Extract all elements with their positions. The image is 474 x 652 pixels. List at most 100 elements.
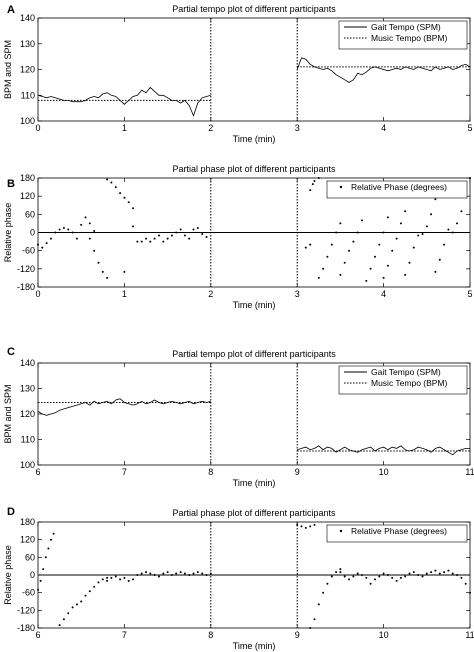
phase-point <box>106 276 109 279</box>
phase-point <box>365 576 368 579</box>
x-tick-label: 1 <box>122 123 127 133</box>
x-tick-label: 0 <box>35 289 40 299</box>
x-tick-label: 7 <box>122 630 127 640</box>
phase-point <box>313 180 316 182</box>
phase-point <box>460 210 463 213</box>
phase-point <box>317 603 320 606</box>
y-tick-label: 120 <box>20 65 35 75</box>
phase-point <box>434 569 437 572</box>
phase-point <box>88 590 91 593</box>
phase-point <box>71 606 74 609</box>
y-tick-label: 180 <box>20 173 35 183</box>
phase-point <box>106 579 109 582</box>
phase-point <box>175 572 178 575</box>
phase-point <box>386 574 389 576</box>
phase-point <box>447 569 450 572</box>
phase-point <box>304 526 307 529</box>
x-tick-label: 9 <box>295 630 300 640</box>
phase-point <box>421 575 424 578</box>
chart-title: Partial phase plot of different particip… <box>173 508 336 518</box>
phase-point <box>361 219 363 222</box>
phase-point <box>183 572 186 575</box>
x-tick-label: 1 <box>122 289 127 299</box>
phase-point <box>145 571 147 574</box>
phase-point <box>443 243 446 246</box>
legend-box <box>338 20 468 50</box>
phase-point <box>123 270 126 273</box>
phase-point <box>132 578 134 581</box>
phase-point <box>311 183 314 186</box>
phase-point <box>322 591 325 594</box>
phase-point <box>93 230 96 232</box>
phase-point <box>188 237 191 240</box>
phase-point <box>330 243 333 246</box>
x-tick-label: 11 <box>465 630 474 640</box>
phase-point <box>386 264 389 267</box>
x-tick-label: 9 <box>295 467 300 477</box>
x-tick-label: 4 <box>381 123 386 133</box>
x-tick-label: 5 <box>467 123 472 133</box>
phase-point <box>123 576 126 579</box>
phase-point <box>326 582 329 585</box>
phase-point <box>348 578 350 581</box>
phase-point <box>39 579 42 582</box>
chart-title: Partial tempo plot of different particip… <box>172 349 336 359</box>
phase-point <box>447 228 450 231</box>
phase-point <box>149 240 152 243</box>
phase-point <box>45 242 48 245</box>
phase-point <box>317 276 320 279</box>
phase-point <box>110 576 113 579</box>
phase-point <box>300 525 303 528</box>
phase-point <box>114 575 117 578</box>
y-axis-label: Relative phase <box>3 545 13 605</box>
phase-point <box>37 588 39 591</box>
phase-point <box>101 270 104 273</box>
phase-point <box>44 556 47 559</box>
phase-point <box>369 582 372 585</box>
phase-point <box>153 237 156 240</box>
phase-point <box>37 243 39 246</box>
legend-label: Music Tempo (BPM) <box>371 33 448 43</box>
phase-point <box>114 186 117 189</box>
y-tick-label: 180 <box>20 517 35 527</box>
y-tick-label: 0 <box>30 570 35 580</box>
phase-point <box>322 267 325 270</box>
phase-point <box>456 574 458 576</box>
phase-point <box>408 261 411 264</box>
phase-point <box>93 249 96 252</box>
y-tick-label: 140 <box>20 358 35 368</box>
phase-point <box>343 261 346 264</box>
phase-point <box>58 624 61 627</box>
phase-point <box>119 578 122 581</box>
phase-point <box>352 240 355 243</box>
phase-point <box>339 222 342 225</box>
x-tick-label: 7 <box>122 467 127 477</box>
phase-point <box>443 571 446 574</box>
legend-box <box>326 524 468 543</box>
phase-point <box>97 581 100 584</box>
phase-point <box>430 571 433 574</box>
phase-point <box>127 579 130 582</box>
phase-point <box>62 227 65 229</box>
phase-point <box>404 273 407 276</box>
phase-point <box>50 538 52 541</box>
panel-b: B Partial phase plot of different partici… <box>3 164 473 310</box>
phase-point <box>382 231 385 234</box>
phase-point <box>188 574 191 576</box>
legend-marker <box>339 185 343 189</box>
phase-point <box>399 222 402 225</box>
phase-point <box>374 255 376 258</box>
phase-point <box>434 270 437 273</box>
phase-point <box>417 574 420 576</box>
phase-point <box>408 572 411 575</box>
phase-point <box>110 181 113 184</box>
phase-point <box>469 177 471 179</box>
panel-letter: B <box>7 178 15 190</box>
phase-point <box>451 572 454 575</box>
y-tick-label: 140 <box>20 13 35 23</box>
phase-point <box>201 233 204 235</box>
x-tick-label: 8 <box>208 467 213 477</box>
y-tick-label: 60 <box>25 552 35 562</box>
phase-point <box>460 576 463 579</box>
y-tick-label: 130 <box>20 384 35 394</box>
